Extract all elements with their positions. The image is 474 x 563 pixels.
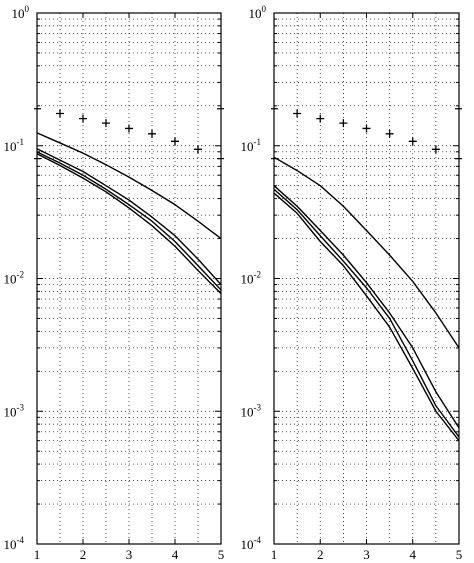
series-line-2 <box>273 185 460 429</box>
y-tick-label: 10-2 <box>4 270 25 287</box>
y-tick-label: 10-1 <box>241 137 262 154</box>
plus-marker <box>148 129 156 138</box>
right-plot-panel: 1 2 3 4 5 10-4 10-3 10-2 10-1 100 <box>241 4 463 562</box>
series-line-3 <box>36 151 222 291</box>
plus-marker <box>102 119 110 128</box>
plus-marker <box>362 124 371 133</box>
plot-frame <box>273 12 460 545</box>
series-line-3 <box>273 188 460 438</box>
y-tick-label: 100 <box>249 4 267 21</box>
series-line-1 <box>273 156 460 349</box>
series-line-2 <box>36 148 222 286</box>
x-tick-label: 1 <box>271 547 278 562</box>
y-tick-label: 10-3 <box>241 402 262 419</box>
x-tick-label: 2 <box>80 547 87 562</box>
y-tick-label: 10-4 <box>241 535 262 552</box>
grid <box>37 13 221 544</box>
series-line-4 <box>273 192 460 442</box>
plus-marker <box>339 119 348 128</box>
series-line-4 <box>36 153 222 295</box>
x-tick-label: 5 <box>218 547 225 562</box>
plus-marker <box>56 109 64 118</box>
left-plot-panel: 1 2 3 4 5 10-4 10-3 10-2 10-1 100 <box>4 4 225 562</box>
plus-marker <box>293 109 302 118</box>
x-tick-label: 1 <box>34 547 41 562</box>
plus-marker-series <box>293 109 440 154</box>
plus-marker <box>385 129 394 138</box>
plus-marker <box>125 124 133 133</box>
plus-marker <box>194 145 202 154</box>
y-tick-label: 10-2 <box>241 270 262 287</box>
series-line-1 <box>36 132 222 240</box>
plot-frame <box>36 12 222 545</box>
grid <box>274 13 459 544</box>
y-tick-label: 100 <box>12 4 30 21</box>
x-tick-label: 3 <box>126 547 133 562</box>
y-tick-label: 10-1 <box>4 137 25 154</box>
x-tick-label: 5 <box>456 547 463 562</box>
plus-marker <box>408 137 417 146</box>
x-tick-label: 4 <box>172 547 179 562</box>
plus-marker <box>79 114 87 123</box>
plus-marker-series <box>56 109 202 154</box>
plus-marker <box>171 137 179 146</box>
plus-marker <box>431 145 440 154</box>
plus-marker <box>316 114 325 123</box>
y-tick-label: 10-4 <box>4 535 25 552</box>
x-tick-label: 4 <box>410 547 417 562</box>
x-tick-label: 2 <box>317 547 324 562</box>
y-tick-label: 10-3 <box>4 402 25 419</box>
x-tick-label: 3 <box>363 547 370 562</box>
